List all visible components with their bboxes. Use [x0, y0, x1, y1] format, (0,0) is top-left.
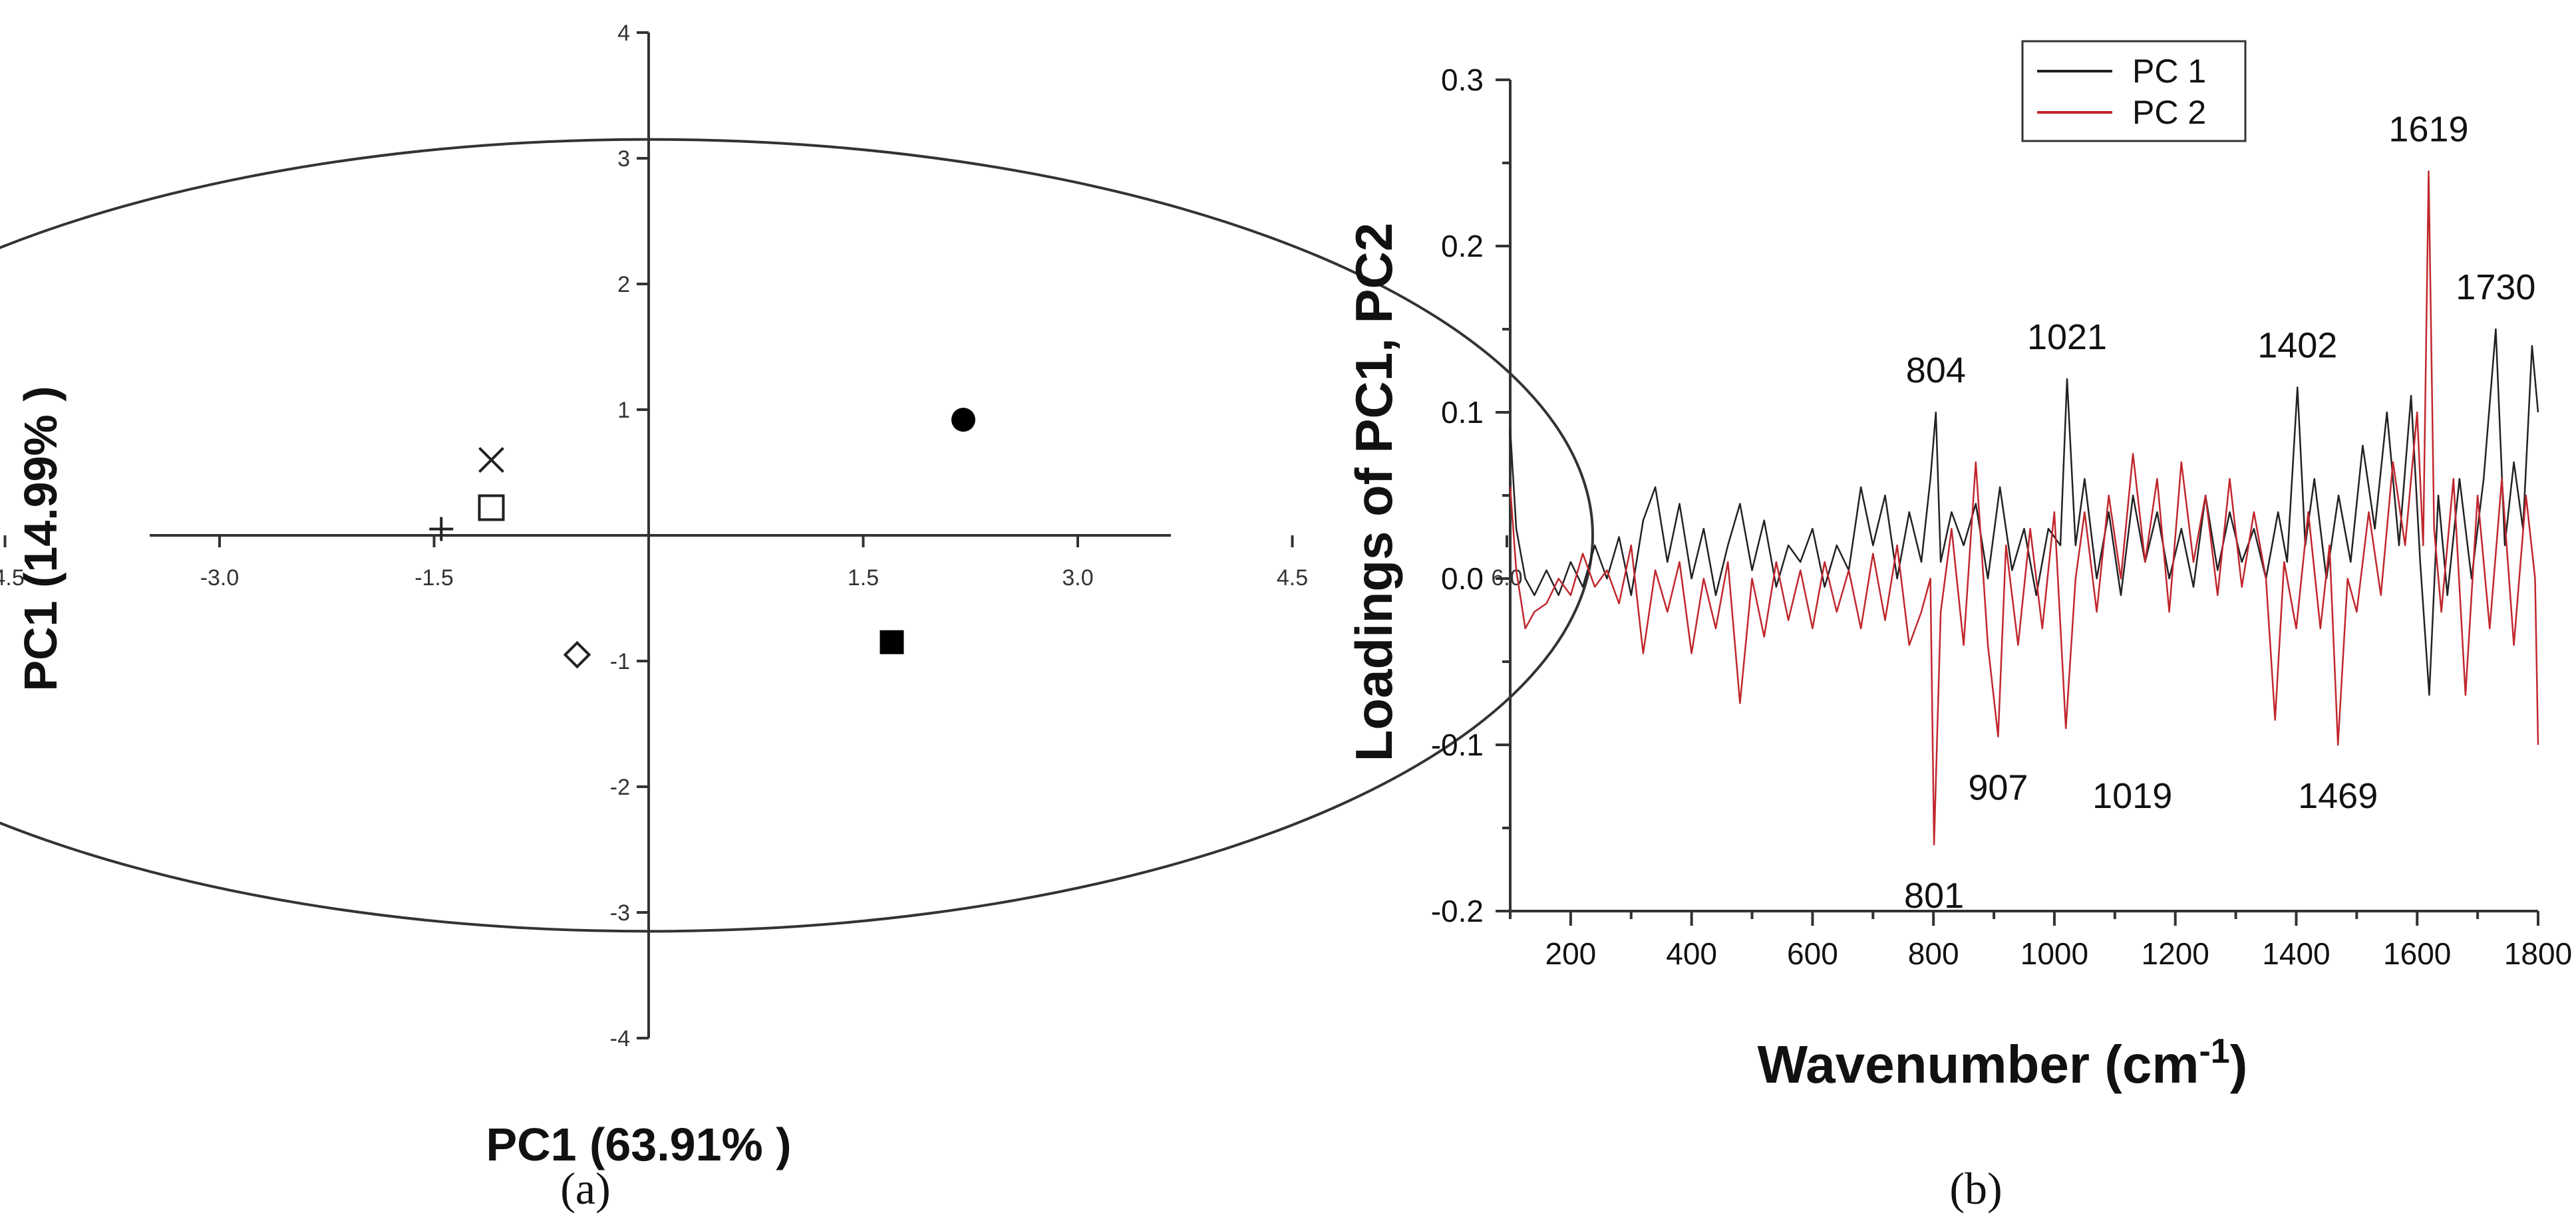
panel-b-x-tick-label: 1000 — [2020, 936, 2088, 971]
panel-b-y-tick-label: 0.1 — [1441, 395, 1484, 430]
panel-a-axes — [150, 33, 1171, 1038]
series-line-pc2 — [1509, 170, 2539, 846]
peak-label: 1402 — [2257, 326, 2337, 366]
panel-a-y-tick-label: -2 — [610, 775, 630, 800]
peak-label: 804 — [1906, 350, 1966, 390]
panel-b-x-tick-label: 400 — [1666, 936, 1717, 971]
panel-b-y-tick-label: -0.1 — [1431, 728, 1484, 762]
peak-label: 1469 — [2298, 776, 2378, 816]
panel-a-y-axis-label: PC1 (14.99% ) — [15, 386, 67, 691]
peak-label: 907 — [1968, 768, 2028, 808]
x-axis-label-main: Wavenumber (cm — [1758, 1035, 2199, 1094]
panel-b-x-tick-label: 200 — [1545, 936, 1597, 971]
legend-box — [2021, 40, 2247, 142]
x-axis-label-superscript: -1 — [2199, 1032, 2229, 1071]
panel-a-label: (a) — [560, 1163, 610, 1214]
panel-a-x-tick-label: -4.5 — [0, 565, 25, 591]
panel-a-confidence-ellipse-group — [0, 138, 1594, 933]
panel-b-x-tick-label: 1800 — [2504, 936, 2572, 971]
panel-b-ticks: 200 400 600 800 1000 1200 1400 1600 1800 0.3 0.2 0.… — [1431, 63, 2572, 971]
x-axis-label-end: ) — [2230, 1035, 2248, 1094]
panel-a-y-tick-label: 2 — [617, 272, 630, 297]
panel-b-x-axis-label: Wavenumber (cm-1) — [1758, 1032, 2248, 1094]
point-open-diamond — [563, 640, 591, 669]
peak-label: 801 — [1904, 876, 1964, 916]
peak-label: 1730 — [2456, 267, 2535, 307]
panel-b-y-tick-label: -0.2 — [1431, 894, 1484, 928]
panel-a-y-tick-label: 1 — [617, 398, 630, 423]
panel-a-points — [429, 408, 975, 669]
panel-b-legend: PC 1 PC 2 — [2021, 40, 2247, 142]
series-line-pc1 — [1509, 328, 2539, 696]
panel-a-y-tick-label: -3 — [610, 900, 630, 926]
legend-entry-label: PC 2 — [2132, 94, 2206, 131]
panel-a-y-tick-label: 3 — [617, 146, 630, 172]
panel-b-y-tick-label: 0.0 — [1441, 561, 1484, 596]
panel-b-label: (b) — [1949, 1163, 2002, 1214]
panel-a-score-plot: -6.0-4.5-3.0-1.51.53.04.56.04321-1-2-3-4… — [0, 21, 1594, 1214]
panel-a-x-tick-label: -3.0 — [200, 565, 240, 591]
point-filled-square — [880, 630, 904, 654]
panel-b-y-tick-label: 0.3 — [1441, 63, 1484, 97]
panel-b-y-axis-label: Loadings of PC1, PC2 — [1345, 223, 1403, 761]
panel-b-x-tick-label: 1200 — [2142, 936, 2209, 971]
peak-label: 1619 — [2388, 110, 2468, 150]
panel-a-x-tick-label: 1.5 — [848, 565, 879, 591]
panel-a-y-tick-label: -4 — [610, 1026, 630, 1051]
legend-entry-label: PC 1 — [2132, 53, 2206, 90]
panel-a-y-tick-label: 4 — [617, 21, 630, 46]
point-plus — [429, 517, 454, 541]
panel-b-x-tick-label: 800 — [1908, 936, 1959, 971]
panel-b-x-tick-label: 600 — [1787, 936, 1838, 971]
panel-b-loadings-plot: 200 400 600 800 1000 1200 1400 1600 1800 0.3 0.2 0.… — [1345, 40, 2572, 1214]
panel-a-x-tick-label: 3.0 — [1062, 565, 1093, 591]
panel-b-x-tick-label: 1600 — [2383, 936, 2451, 971]
panel-b-series-lines — [1509, 170, 2539, 846]
panel-a-y-tick-label: -1 — [610, 649, 630, 674]
point-filled-circle — [951, 408, 975, 432]
peak-label: 1021 — [2027, 317, 2107, 357]
panel-a-x-tick-label: 4.5 — [1277, 565, 1308, 591]
panel-b-x-tick-label: 1400 — [2262, 936, 2330, 971]
peak-label: 1019 — [2092, 776, 2172, 816]
point-open-square — [478, 494, 505, 521]
panel-a-x-tick-label: -1.5 — [414, 565, 454, 591]
panel-a-x-axis-label: PC1 (63.91% ) — [486, 1119, 791, 1170]
panel-b-peak-annotations: 804 1021 1402 1619 1730 801 907 1019 1469 — [1904, 110, 2535, 916]
panel-b-y-tick-label: 0.2 — [1441, 229, 1484, 263]
point-x-mark — [478, 447, 504, 474]
panel-a-confidence-ellipse — [0, 138, 1594, 933]
